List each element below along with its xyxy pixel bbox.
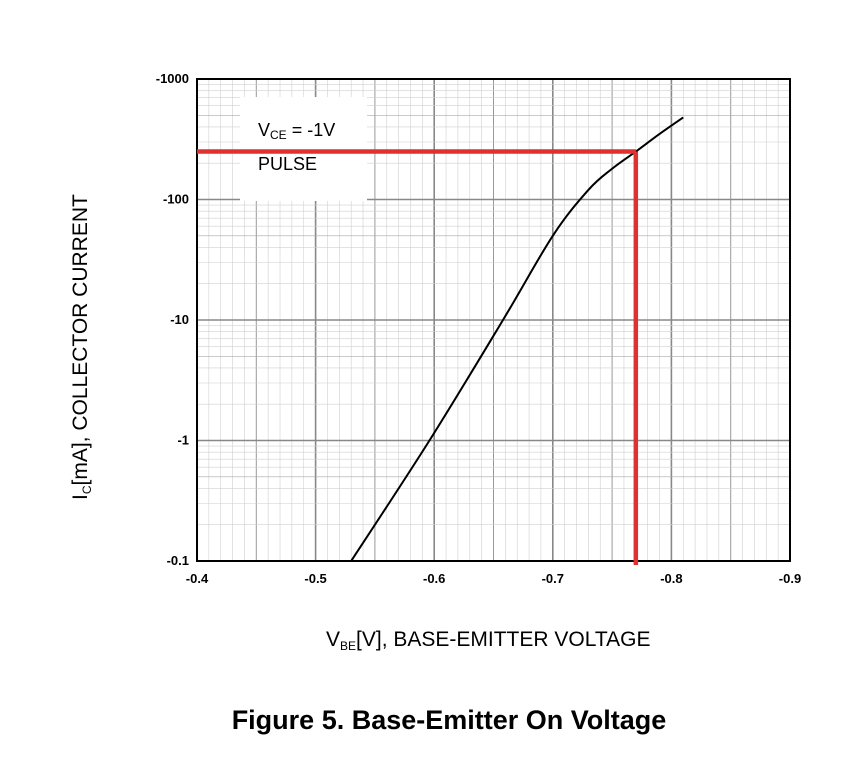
y-tick-labels: -0.1 -1 -10 -100 -1000 [156,71,189,568]
chart: -0.4 -0.5 -0.6 -0.7 -0.8 -0.9 -0.1 -1 -10 -100 -1… [69,71,801,653]
x-axis-title: VBE[V], BASE-EMITTER VOLTAGE [326,628,650,653]
figure-caption: Figure 5. Base-Emitter On Voltage [231,705,667,735]
series-line [350,116,684,562]
y-axis-title: IC[mA], COLLECTOR CURRENT [69,194,94,500]
y-tick-label: -0.1 [167,553,189,568]
x-tick-label: -0.7 [542,571,564,586]
x-tick-label: -0.9 [779,571,801,586]
series-group [350,116,684,562]
x-tick-label: -0.6 [423,571,445,586]
x-tick-label: -0.5 [304,571,326,586]
x-tick-labels: -0.4 -0.5 -0.6 -0.7 -0.8 -0.9 [186,571,801,586]
annotation-box [240,97,367,201]
annotation-pulse: PULSE [258,154,317,174]
x-tick-label: -0.8 [660,571,682,586]
annotation-vce: VCE = -1V [258,120,335,142]
y-tick-label: -1000 [156,71,189,86]
marker-lines [197,149,639,565]
y-tick-label: -100 [163,192,189,207]
y-tick-label: -10 [170,312,189,327]
y-tick-label: -1 [177,433,189,448]
x-tick-label: -0.4 [186,571,209,586]
plot-border [196,78,791,562]
plot-frame [196,78,791,562]
